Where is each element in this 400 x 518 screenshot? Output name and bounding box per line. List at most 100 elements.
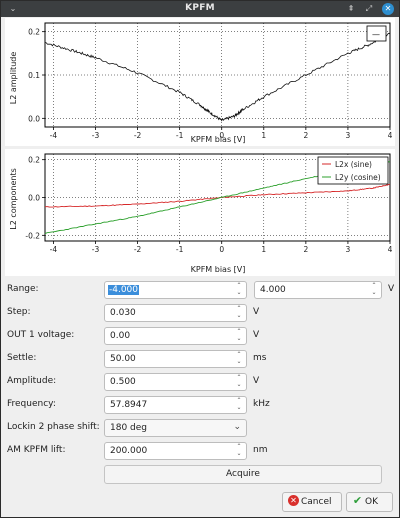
range-unit: V [388, 284, 395, 294]
x-tick-label: 2 [303, 131, 308, 140]
step-row: Step: 0.030 ⌃ ⌄ V [1, 304, 399, 322]
x-axis-label: KPFM bias [V] [191, 135, 246, 144]
spin-arrows-icon[interactable]: ⌃ ⌄ [236, 305, 242, 319]
cancel-button[interactable]: ✕ Cancel [282, 492, 342, 512]
x-tick-label: -4 [50, 245, 58, 254]
x-tick-label: -3 [92, 245, 100, 254]
frequency-input[interactable]: 57.8947 ⌃ ⌄ [104, 396, 247, 414]
amplitude-input[interactable]: 0.500 ⌃ ⌄ [104, 373, 247, 391]
frequency-row: Frequency: 57.8947 ⌃ ⌄ kHz [1, 396, 399, 414]
spin-arrows-icon[interactable]: ⌃ ⌄ [236, 328, 242, 342]
settle-value: 50.00 [110, 354, 136, 364]
amplitude-plot-panel: -4 -3 -2 -1 0 1 2 3 4 0.0 0.1 0.2 L2 amplitude KPF… [5, 18, 395, 146]
y-tick-label: 0.2 [28, 156, 40, 165]
legend-entry: — [372, 30, 380, 39]
x-tick-label: 1 [261, 131, 266, 140]
range-row: Range: -4.000 ⌃ ⌄ 4.000 ⌃ ⌄ V [1, 281, 399, 299]
lift-label: AM KPFM lift: [7, 445, 66, 455]
spin-arrows-icon[interactable]: ⌃ ⌄ [371, 282, 377, 296]
maximize-icon[interactable]: ⤢ [365, 4, 373, 13]
out1-label: OUT 1 voltage: [7, 330, 75, 340]
x-tick-label: 0 [219, 245, 224, 254]
y-tick-label: 0.0 [28, 194, 40, 203]
x-tick-label: -1 [176, 131, 184, 140]
settle-input[interactable]: 50.00 ⌃ ⌄ [104, 350, 247, 368]
spin-arrows-icon[interactable]: ⌃ ⌄ [236, 374, 242, 388]
y-axis-label: L2 amplitude [9, 52, 18, 105]
x-tick-label: 0 [219, 131, 224, 140]
legend-box [317, 156, 389, 185]
lift-unit: nm [253, 445, 268, 455]
amplitude-series-line [44, 32, 391, 122]
x-axis-ticks: -4 -3 -2 -1 0 1 2 3 4 [50, 127, 393, 140]
cancel-icon: ✕ [288, 495, 299, 506]
window-title: KPFM [185, 3, 215, 13]
lift-row: AM KPFM lift: 200.000 ⌃ ⌄ nm [1, 442, 399, 460]
amplitude-row: Amplitude: 0.500 ⌃ ⌄ V [1, 373, 399, 391]
y-tick-label: 0.1 [28, 71, 40, 80]
frequency-value: 57.8947 [110, 400, 148, 410]
out1-row: OUT 1 voltage: 0.00 ⌃ ⌄ V [1, 327, 399, 345]
range-max-input[interactable]: 4.000 ⌃ ⌄ [254, 281, 382, 299]
y-axis-label: L2 components [9, 168, 18, 230]
x-tick-label: 2 [303, 245, 308, 254]
x-tick-label: 3 [346, 245, 351, 254]
range-max-value: 4.000 [260, 285, 286, 295]
x-tick-label: 4 [388, 245, 393, 254]
x-tick-label: -2 [134, 245, 142, 254]
step-input[interactable]: 0.030 ⌃ ⌄ [104, 304, 247, 322]
phase-label: Lockin 2 phase shift: [7, 422, 100, 432]
phase-value: 180 deg [110, 423, 148, 433]
settle-label: Settle: [7, 353, 37, 363]
pin-icon[interactable]: ⇞ [347, 4, 355, 13]
chevron-down-icon: ⌄ [233, 422, 241, 432]
range-min-value: -4.000 [108, 285, 140, 295]
close-icon[interactable]: ✕ [382, 3, 394, 15]
y-tick-label: 0.0 [28, 114, 40, 123]
amplitude-label: Amplitude: [7, 376, 57, 386]
step-label: Step: [7, 307, 31, 317]
amplitude-unit: V [253, 376, 260, 386]
step-unit: V [253, 307, 260, 317]
title-bar[interactable]: ⌄ KPFM ⇞ ⤢ ✕ [1, 1, 399, 17]
plot-grid [45, 23, 391, 127]
x-tick-label: -1 [176, 245, 184, 254]
components-plot[interactable]: -4 -3 -2 -1 0 1 2 3 4 -0.2 0.0 0.2 L2 components K… [5, 149, 395, 276]
spin-arrows-icon[interactable]: ⌃ ⌄ [236, 397, 242, 411]
y-axis-ticks: -0.2 0.0 0.2 [25, 156, 45, 240]
y-tick-label: 0.2 [28, 28, 40, 37]
ok-button[interactable]: ✔ OK [346, 492, 393, 512]
plot-grid [45, 154, 391, 241]
x-tick-label: 3 [346, 131, 351, 140]
amplitude-value: 0.500 [110, 377, 136, 387]
frequency-label: Frequency: [7, 399, 56, 409]
phase-row: Lockin 2 phase shift: 180 deg ⌄ [1, 419, 399, 437]
settle-row: Settle: 50.00 ⌃ ⌄ ms [1, 350, 399, 368]
legend-entry-l2x: L2x (sine) [335, 160, 372, 169]
x-tick-label: -3 [92, 131, 100, 140]
x-tick-label: -2 [134, 131, 142, 140]
phase-shift-select[interactable]: 180 deg ⌄ [104, 419, 247, 437]
l2x-series-line [44, 183, 391, 208]
x-axis-label: KPFM bias [V] [191, 265, 246, 274]
acquire-button[interactable]: Acquire [104, 465, 382, 484]
x-tick-label: 4 [388, 131, 393, 140]
lift-value: 200.000 [110, 446, 148, 456]
y-axis-ticks: 0.0 0.1 0.2 [28, 28, 45, 123]
step-value: 0.030 [110, 308, 136, 318]
spin-arrows-icon[interactable]: ⌃ ⌄ [236, 443, 242, 457]
spin-arrows-icon[interactable]: ⌃ ⌄ [236, 282, 242, 296]
range-min-input[interactable]: -4.000 ⌃ ⌄ [104, 281, 247, 299]
x-axis-ticks: -4 -3 -2 -1 0 1 2 3 4 [50, 241, 393, 254]
amplitude-plot[interactable]: -4 -3 -2 -1 0 1 2 3 4 0.0 0.1 0.2 L2 amplitude KPF… [5, 18, 395, 146]
x-tick-label: -4 [50, 131, 58, 140]
spin-arrows-icon[interactable]: ⌃ ⌄ [236, 351, 242, 365]
cancel-label: Cancel [301, 497, 332, 507]
window-menu-icon[interactable]: ⌄ [9, 4, 17, 13]
checkmark-icon: ✔ [352, 494, 363, 507]
components-plot-panel: -4 -3 -2 -1 0 1 2 3 4 -0.2 0.0 0.2 L2 components K… [5, 149, 395, 276]
out1-voltage-input[interactable]: 0.00 ⌃ ⌄ [104, 327, 247, 345]
x-tick-label: 1 [261, 245, 266, 254]
lift-input[interactable]: 200.000 ⌃ ⌄ [104, 442, 247, 460]
